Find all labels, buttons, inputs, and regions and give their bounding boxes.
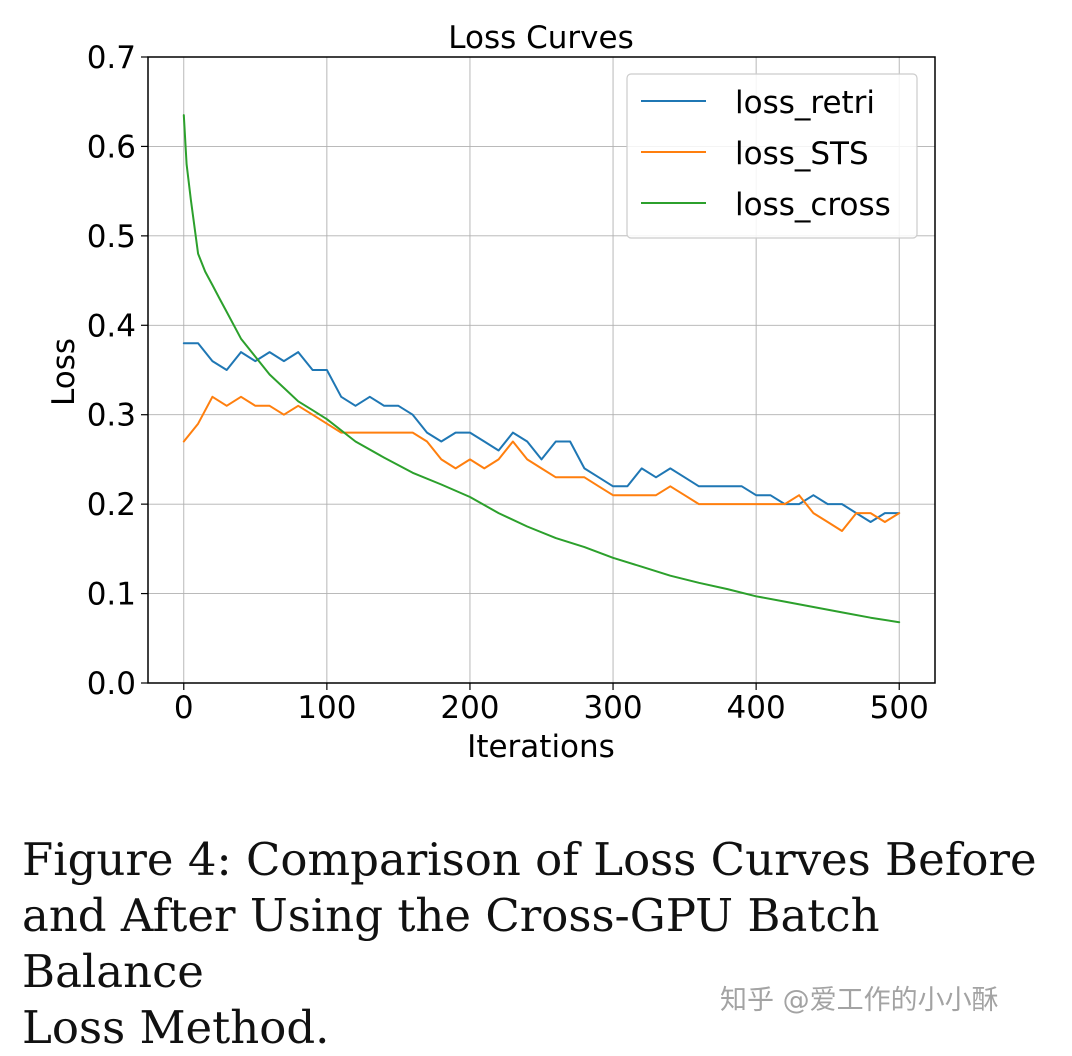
- plot-frame: [147, 56, 936, 684]
- y-tick-label: 0.6: [87, 129, 136, 165]
- series-line-loss-sts: [182, 395, 901, 532]
- legend-label-loss-retri: loss_retri: [735, 85, 875, 121]
- series-lines: [182, 114, 901, 624]
- x-tick-label: 500: [870, 690, 929, 726]
- y-tick-label: 0.4: [87, 308, 136, 344]
- series-line-loss-retri: [182, 342, 901, 523]
- legend-box: [626, 73, 918, 239]
- caption-line-2: and After Using the Cross-GPU Batch Bala…: [22, 889, 880, 998]
- loss-curves-chart: 0 100 200 300 400 500 0.0 0.1 0.2 0.3 0.4 0.5 0.6 0.7…: [46, 20, 936, 765]
- y-tick-label: 0.0: [87, 666, 136, 702]
- legend-label-loss-sts: loss_STS: [735, 136, 869, 172]
- axis-ticks: 0 100 200 300 400 500 0.0 0.1 0.2 0.3 0.4 0.5 0.6 0.7: [87, 40, 929, 726]
- x-tick-label: 400: [727, 690, 786, 726]
- chart-title: Loss Curves: [448, 20, 633, 56]
- y-axis-label: Loss: [46, 338, 82, 406]
- x-tick-label: 200: [440, 690, 499, 726]
- series-line-loss-cross: [182, 114, 901, 624]
- caption-line-1: Figure 4: Comparison of Loss Curves Befo…: [22, 833, 1037, 886]
- x-tick-label: 100: [297, 690, 356, 726]
- legend-label-loss-cross: loss_cross: [735, 187, 891, 223]
- legend: loss_retri loss_STS loss_cross: [626, 73, 918, 239]
- x-tick-label: 0: [174, 690, 194, 726]
- figure-caption: Figure 4: Comparison of Loss Curves Befo…: [22, 832, 1052, 1056]
- watermark: 知乎 @爱工作的小小酥: [720, 985, 999, 1016]
- y-tick-label: 0.1: [87, 577, 136, 613]
- x-tick-label: 300: [583, 690, 642, 726]
- y-tick-label: 0.5: [87, 219, 136, 255]
- y-tick-label: 0.7: [87, 40, 136, 76]
- y-tick-label: 0.2: [87, 487, 136, 523]
- x-axis-label: Iterations: [467, 729, 615, 765]
- y-tick-label: 0.3: [87, 398, 136, 434]
